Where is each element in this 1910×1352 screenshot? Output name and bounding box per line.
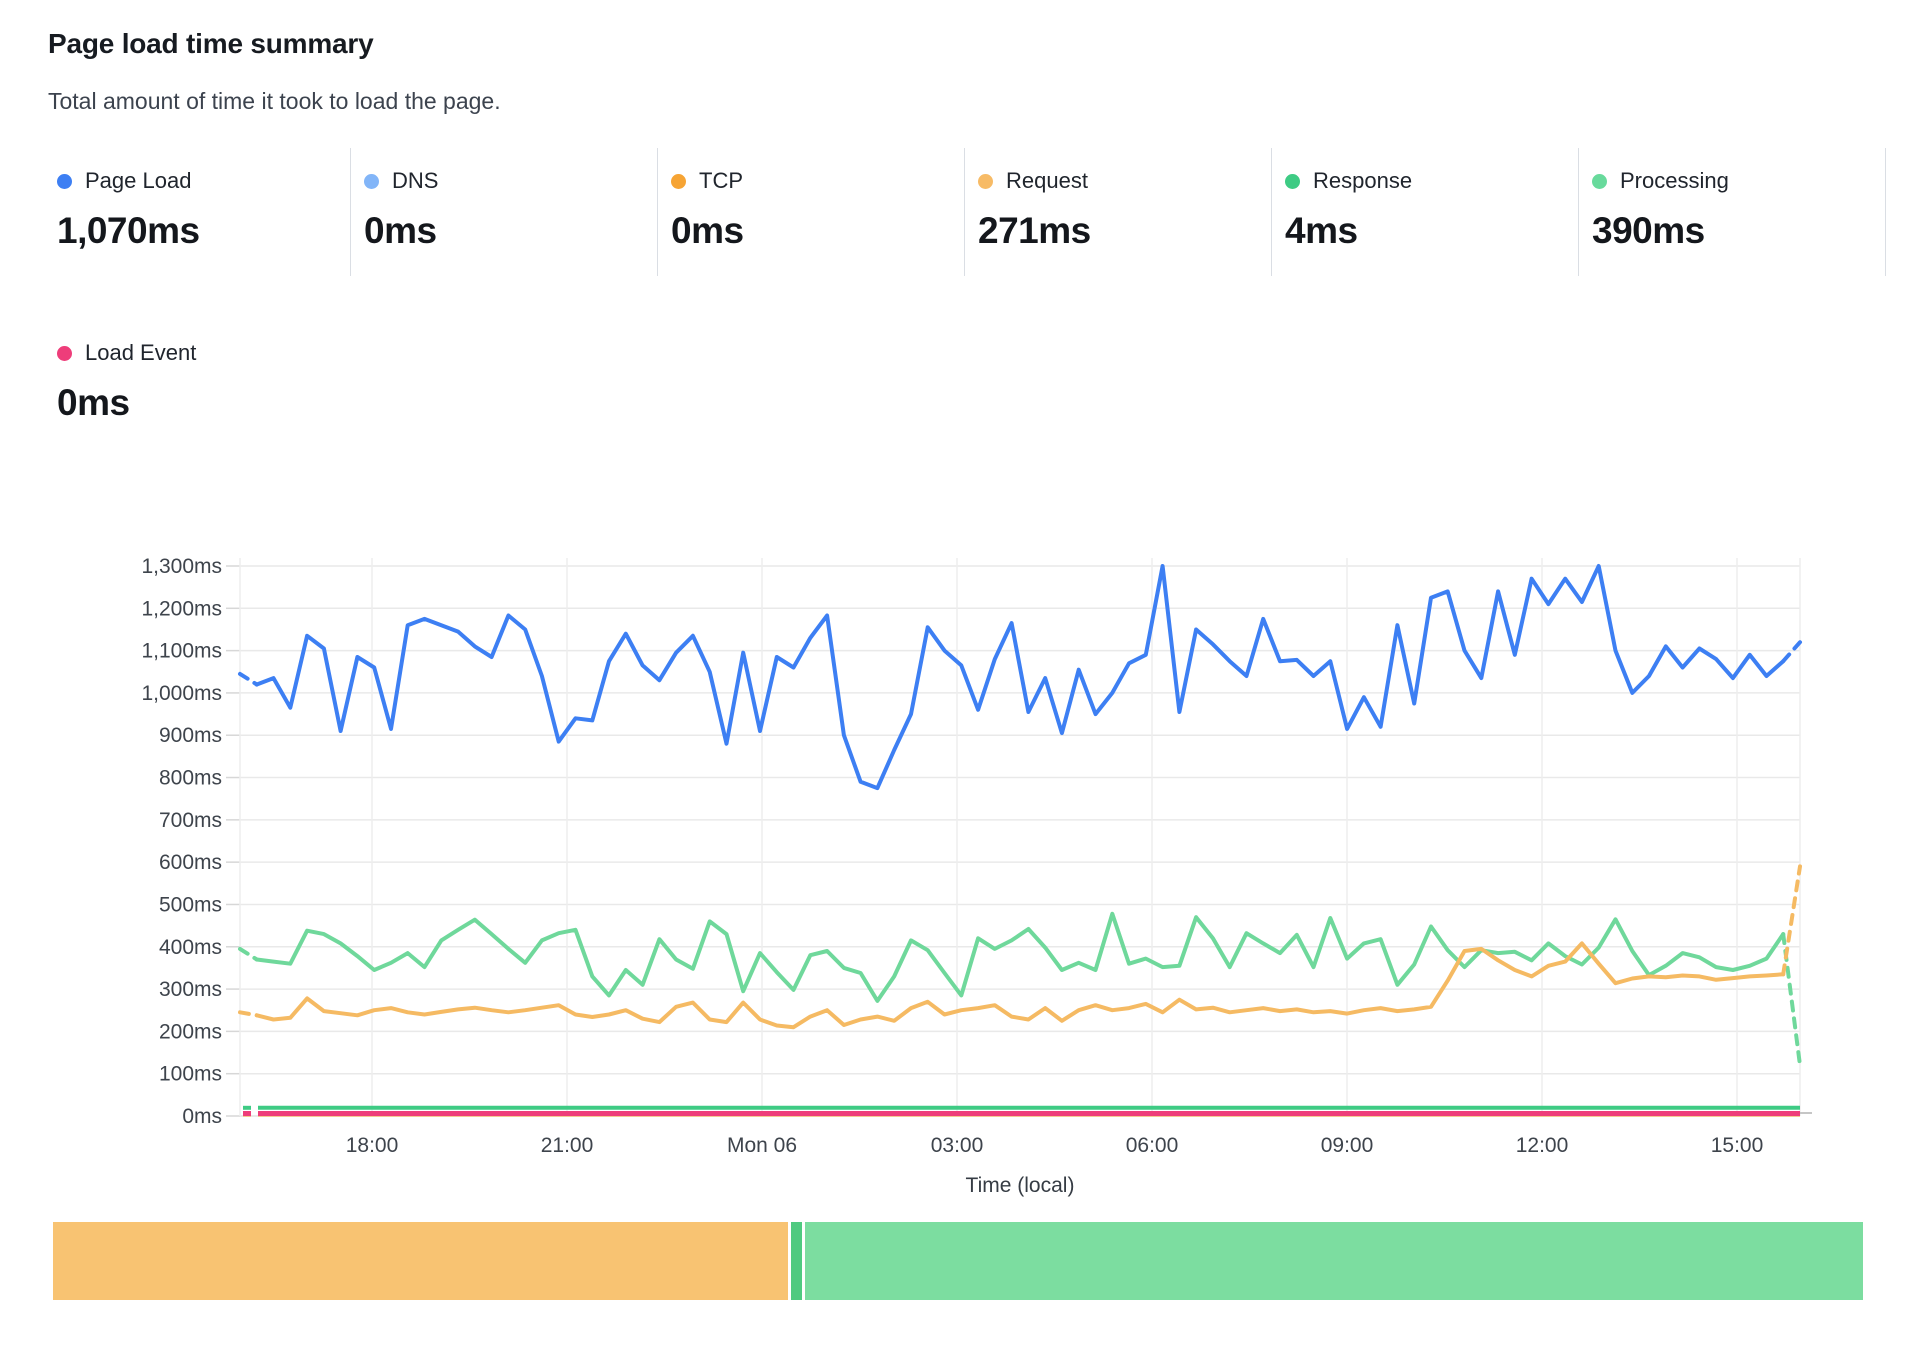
svg-text:21:00: 21:00 bbox=[541, 1134, 594, 1157]
stat-value: 0ms bbox=[671, 210, 744, 251]
svg-text:100ms: 100ms bbox=[159, 1063, 222, 1086]
stat-label: Processing bbox=[1620, 168, 1729, 193]
page-subtitle: Total amount of time it took to load the… bbox=[48, 88, 501, 114]
stat-value: 271ms bbox=[978, 210, 1091, 251]
stat-response[interactable]: Response 4ms bbox=[1272, 148, 1579, 276]
request-legend-dot-icon bbox=[978, 173, 993, 189]
svg-text:03:00: 03:00 bbox=[931, 1134, 984, 1157]
tcp-legend-dot-icon bbox=[671, 173, 686, 189]
load-event-legend-dot-icon bbox=[57, 345, 72, 361]
y-axis: 0ms 100ms 200ms 300ms 400ms 500ms 600ms 700ms 80… bbox=[141, 555, 1800, 1128]
stat-value: 390ms bbox=[1592, 210, 1705, 251]
response-legend-dot-icon bbox=[1285, 173, 1300, 189]
svg-text:06:00: 06:00 bbox=[1126, 1134, 1179, 1157]
svg-text:0ms: 0ms bbox=[182, 1105, 222, 1128]
timing-bar-request-segment[interactable] bbox=[53, 1222, 789, 1300]
series-page-load bbox=[238, 564, 1802, 791]
svg-text:Time (local): Time (local) bbox=[966, 1174, 1075, 1197]
svg-text:600ms: 600ms bbox=[159, 851, 222, 874]
series-request bbox=[238, 864, 1802, 1030]
stat-dns[interactable]: DNS 0ms bbox=[351, 148, 658, 276]
stat-label: Page Load bbox=[85, 168, 192, 193]
stat-value: 0ms bbox=[364, 210, 437, 251]
stat-page-load[interactable]: Page Load 1,070ms bbox=[44, 148, 351, 276]
svg-text:12:00: 12:00 bbox=[1516, 1134, 1569, 1157]
svg-text:500ms: 500ms bbox=[159, 893, 222, 916]
timing-bar-response-segment[interactable] bbox=[791, 1222, 802, 1300]
stat-request[interactable]: Request 271ms bbox=[965, 148, 1272, 276]
svg-text:Mon 06: Mon 06 bbox=[727, 1134, 797, 1157]
page-title: Page load time summary bbox=[48, 28, 374, 59]
svg-text:1,000ms: 1,000ms bbox=[141, 682, 222, 705]
dns-legend-dot-icon bbox=[364, 173, 379, 189]
svg-text:1,300ms: 1,300ms bbox=[141, 555, 222, 578]
x-axis: 18:00 21:00 Mon 06 03:00 06:00 09:00 12:00 15:0… bbox=[239, 558, 1812, 1197]
stat-load-event[interactable]: Load Event 0ms bbox=[44, 320, 351, 440]
svg-text:400ms: 400ms bbox=[159, 936, 222, 959]
stat-value: 0ms bbox=[57, 382, 130, 423]
svg-text:15:00: 15:00 bbox=[1711, 1134, 1764, 1157]
processing-legend-dot-icon bbox=[1592, 173, 1607, 189]
stat-processing[interactable]: Processing 390ms bbox=[1579, 148, 1886, 276]
stat-label: Response bbox=[1313, 168, 1413, 193]
stat-label: Request bbox=[1006, 168, 1088, 193]
stats-row: Page Load 1,070ms DNS 0ms TCP 0ms Reques… bbox=[44, 148, 1886, 276]
stat-label: TCP bbox=[699, 168, 743, 193]
stat-value: 4ms bbox=[1285, 210, 1358, 251]
svg-text:300ms: 300ms bbox=[159, 978, 222, 1001]
stat-label: DNS bbox=[392, 168, 439, 193]
stat-tcp[interactable]: TCP 0ms bbox=[658, 148, 965, 276]
svg-text:800ms: 800ms bbox=[159, 767, 222, 790]
timing-breakdown-bar[interactable] bbox=[53, 1222, 1863, 1300]
stats-row-2: Load Event 0ms bbox=[44, 320, 351, 440]
stat-label: Load Event bbox=[85, 340, 197, 365]
timing-bar-processing-segment[interactable] bbox=[804, 1222, 1863, 1300]
page-load-legend-dot-icon bbox=[57, 173, 72, 189]
svg-text:18:00: 18:00 bbox=[346, 1134, 399, 1157]
svg-text:900ms: 900ms bbox=[159, 724, 222, 747]
svg-text:700ms: 700ms bbox=[159, 809, 222, 832]
stat-value: 1,070ms bbox=[57, 210, 200, 251]
svg-text:200ms: 200ms bbox=[159, 1020, 222, 1043]
svg-text:1,100ms: 1,100ms bbox=[141, 640, 222, 663]
svg-text:09:00: 09:00 bbox=[1321, 1134, 1374, 1157]
svg-text:1,200ms: 1,200ms bbox=[141, 597, 222, 620]
